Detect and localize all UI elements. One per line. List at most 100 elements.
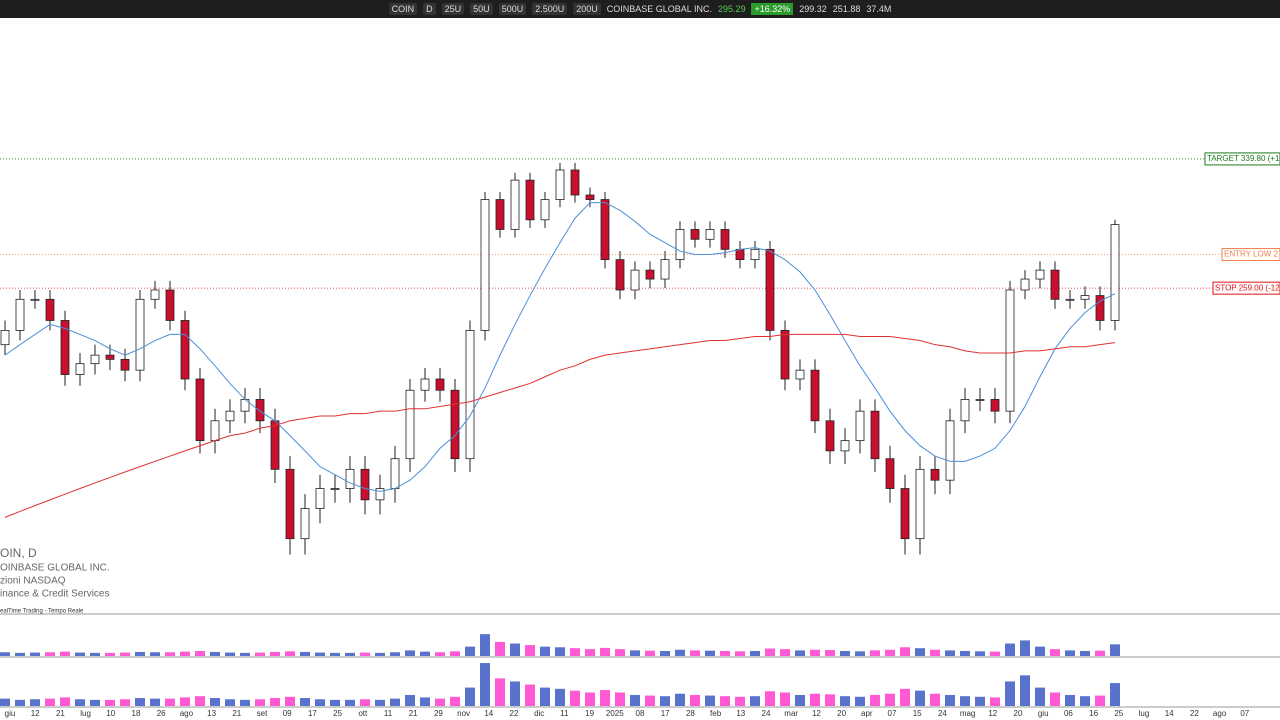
button[interactable]: 500U [498,3,527,15]
volume-bar [930,649,940,656]
volume-bar [870,650,880,656]
volume-bar [540,687,550,706]
volume-bar [690,694,700,706]
info-symbol: OIN, D [0,546,37,560]
candle-body [315,488,325,509]
volume-bar [300,698,310,706]
volume-bar [1035,646,1045,656]
x-tick-label: 15 [913,709,922,718]
x-tick-label: 07 [888,709,897,718]
candle-body [615,259,625,291]
volume-bar [810,693,820,706]
volume-bar [570,690,580,706]
x-tick-label: nov [457,709,470,718]
volume-bar [585,692,595,706]
volume-bar [555,688,565,706]
candle-body [720,229,730,250]
level-label: STOP 259.00 (-12.29 [1215,283,1280,292]
day-high: 299.32 [799,4,827,14]
level-label: TARGET 339.80 (+15,07 [1207,154,1280,163]
x-tick-label: mag [960,709,976,718]
volume-bar [405,650,415,656]
volume-bar [225,652,235,656]
candle-body [150,289,160,300]
volume-bar [30,699,40,706]
candle-body [675,229,685,261]
volume-bar [1095,650,1105,656]
candle-body [585,194,595,200]
candle-body [105,354,115,360]
volume-bar [285,651,295,656]
volume-bar [225,699,235,706]
volume-bar [945,650,955,656]
volume-bar [420,651,430,656]
volume-bar [1020,675,1030,706]
x-tick-label: 20 [837,709,846,718]
volume-bar [315,652,325,656]
volume-bar [465,687,475,706]
candle-body [900,488,910,540]
candle-body [600,199,610,261]
candle-body [0,330,10,346]
volume-bar [660,651,670,656]
volume-bar [1035,687,1045,706]
volume-bar [345,652,355,656]
button[interactable]: 50U [470,3,493,15]
volume-bar [705,695,715,706]
button[interactable]: 200U [573,3,601,15]
candle-body [180,320,190,380]
volume-bar [270,651,280,656]
x-tick-label: 28 [686,709,695,718]
volume-bar [270,698,280,706]
x-tick-label: 16 [1089,709,1098,718]
volume-bar [465,646,475,656]
volume-bar [735,651,745,656]
x-tick-label: mar [784,709,798,718]
candle-body [660,259,670,280]
volume-bar [990,651,1000,656]
volume-bar [990,697,1000,706]
candle-body [345,468,355,489]
x-tick-label: 10 [106,709,115,718]
volume-bar [90,699,100,706]
x-tick-label: 21 [56,709,65,718]
level-box [1212,281,1280,295]
button[interactable]: 25U [441,3,465,15]
candle-body [1035,269,1045,280]
volume-bar [210,698,220,706]
volume-bar [180,697,190,706]
volume-bar [870,694,880,706]
x-tick-label: 18 [132,709,141,718]
volume-bar [810,649,820,656]
volume-bar [540,646,550,656]
volume-bar [420,697,430,706]
button[interactable]: 2.500U [532,3,568,15]
volume-bar [315,699,325,706]
volume-bar [615,649,625,656]
candle-body [1050,269,1060,300]
candle-body [555,169,565,200]
timeframe[interactable]: D [423,3,436,15]
volume-bar [45,698,55,706]
volume-bar [750,696,760,706]
volume-bar [930,693,940,706]
volume-bar [705,650,715,656]
volume-bar [495,678,505,706]
volume-bar [105,652,115,656]
candle-body [840,440,850,452]
symbol[interactable]: COIN [388,3,418,15]
volume-bar [1050,692,1060,706]
volume-bar [1110,683,1120,706]
candle-body [735,248,745,261]
source: ealTime Trading - Tempo Reale [0,609,84,615]
volume-bar [240,652,250,656]
volume-bar [750,651,760,656]
candle-body [705,229,715,240]
volume-bar [555,647,565,656]
candle-body [210,420,220,442]
x-tick-label: 06 [1064,709,1073,718]
candle-body [570,169,580,196]
candle-body [810,369,820,422]
candle-body [510,179,520,230]
volume-bar [15,652,25,656]
